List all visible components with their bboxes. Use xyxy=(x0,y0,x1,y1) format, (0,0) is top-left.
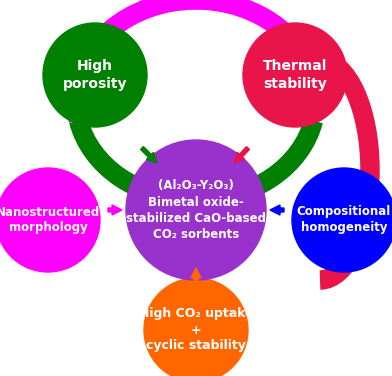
Text: (Al₂O₃-Y₂O₃)
Bimetal oxide-
stabilized CaO-based
CO₂ sorbents: (Al₂O₃-Y₂O₃) Bimetal oxide- stabilized C… xyxy=(126,179,266,241)
Circle shape xyxy=(144,278,248,376)
Text: Thermal
stability: Thermal stability xyxy=(263,59,327,91)
Text: Nanostructured
morphology: Nanostructured morphology xyxy=(0,206,100,235)
Text: High
porosity: High porosity xyxy=(63,59,127,91)
FancyArrow shape xyxy=(234,147,249,163)
Circle shape xyxy=(43,23,147,127)
Circle shape xyxy=(292,168,392,272)
FancyArrow shape xyxy=(108,205,122,215)
Text: High CO₂ uptake
+
cyclic stability: High CO₂ uptake + cyclic stability xyxy=(139,308,253,353)
Circle shape xyxy=(126,140,266,280)
FancyArrow shape xyxy=(141,147,157,163)
Circle shape xyxy=(243,23,347,127)
Circle shape xyxy=(0,168,100,272)
FancyArrow shape xyxy=(270,205,284,215)
Text: Compositional
homogeneity: Compositional homogeneity xyxy=(297,206,391,235)
FancyArrow shape xyxy=(191,268,201,282)
